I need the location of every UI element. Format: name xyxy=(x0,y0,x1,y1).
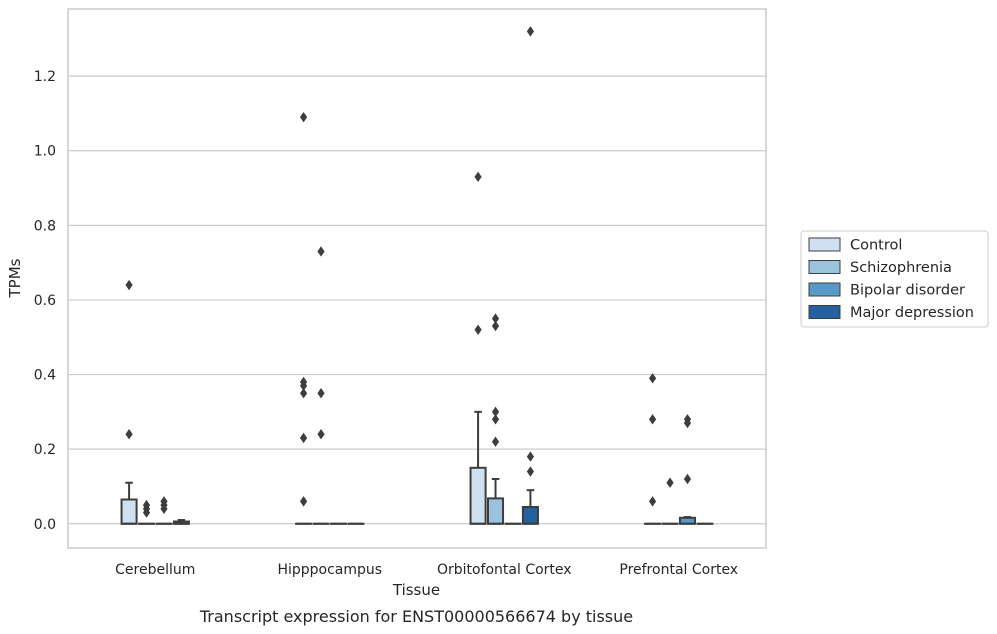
box-1-0 xyxy=(295,111,313,525)
outlier-point xyxy=(648,414,657,425)
legend-label: Control xyxy=(850,238,902,254)
box-rect xyxy=(120,498,138,525)
y-tick-label: 0.6 xyxy=(34,293,56,309)
y-tick-label: 0.2 xyxy=(34,442,56,458)
outlier-point xyxy=(142,499,151,511)
outlier-point xyxy=(526,26,535,37)
outlier-point xyxy=(125,279,133,291)
legend-swatch xyxy=(808,282,841,297)
x-axis-label: Tissue xyxy=(392,581,440,599)
outlier-point xyxy=(317,429,325,440)
box-3-2 xyxy=(678,414,697,525)
outlier-point xyxy=(683,473,692,485)
box-0-3 xyxy=(172,519,190,525)
outlier-point xyxy=(526,451,535,462)
plot-area xyxy=(120,26,714,525)
y-tick-label: 0.8 xyxy=(34,218,56,234)
box-0-2 xyxy=(155,496,173,525)
outlier-point xyxy=(474,324,482,335)
y-tick-label: 1.2 xyxy=(34,69,56,85)
box-2-1 xyxy=(487,313,505,525)
legend-item: Schizophrenia xyxy=(808,260,952,276)
outlier-point xyxy=(526,466,535,477)
plot-frame xyxy=(67,8,767,549)
box-2-0 xyxy=(469,171,487,525)
grid-lines xyxy=(68,75,766,525)
outlier-point xyxy=(125,429,133,440)
outlier-point xyxy=(299,376,308,388)
outlier-point xyxy=(317,388,325,399)
legend-swatch xyxy=(808,305,841,319)
legend-frame xyxy=(800,230,989,328)
outlier-point xyxy=(491,436,500,447)
x-tick-label: Cerebellum xyxy=(115,562,195,578)
legend-label: Schizophrenia xyxy=(850,260,952,276)
legend-label: Major depression xyxy=(850,305,974,321)
outlier-point xyxy=(160,496,168,507)
box-3-0 xyxy=(644,373,662,525)
legend-item: Major depression xyxy=(808,305,974,321)
outlier-point xyxy=(683,414,692,425)
legend-item: Control xyxy=(808,237,902,254)
outlier-point xyxy=(491,414,500,425)
y-tick-label: 0.4 xyxy=(34,368,56,384)
outlier-point xyxy=(491,320,500,332)
y-tick-label: 1.0 xyxy=(34,144,56,160)
y-axis-ticks: 0.0 0.2 0.4 0.6 0.8 1.0 1.2 xyxy=(34,69,56,533)
outlier-point xyxy=(317,246,325,257)
outlier-point xyxy=(648,496,657,507)
outlier-point xyxy=(491,313,500,324)
legend-swatch xyxy=(808,260,841,274)
box-2-3 xyxy=(521,26,539,525)
outlier-point xyxy=(299,111,308,123)
y-axis-label: TPMs xyxy=(6,258,24,298)
x-tick-label: Prefrontal Cortex xyxy=(619,562,738,578)
chart-caption: Transcript expression for ENST0000056667… xyxy=(199,607,633,626)
legend: Control Schizophrenia Bipolar disorder Majo… xyxy=(800,230,989,328)
outlier-point xyxy=(491,406,500,418)
box-0-0 xyxy=(120,279,138,525)
outlier-point xyxy=(648,373,657,384)
box-rect xyxy=(487,497,505,525)
x-axis-ticks: Cerebellum Hipppocampus Orbitofontal Corte… xyxy=(115,562,738,578)
box-0-1 xyxy=(138,499,156,525)
box-rect xyxy=(469,466,487,525)
outlier-point xyxy=(299,388,308,399)
box-1-1 xyxy=(312,246,330,525)
x-tick-label: Orbitofontal Cortex xyxy=(437,562,572,578)
legend-swatch xyxy=(808,237,841,252)
outlier-point xyxy=(299,432,308,444)
outlier-point xyxy=(474,171,482,183)
box-3-1 xyxy=(661,477,679,525)
outlier-point xyxy=(666,477,674,488)
y-tick-label: 0.0 xyxy=(34,517,56,533)
outlier-point xyxy=(299,496,308,507)
legend-item: Bipolar disorder xyxy=(808,282,965,299)
legend-label: Bipolar disorder xyxy=(850,283,965,299)
x-tick-label: Hipppocampus xyxy=(277,562,382,578)
box-rect xyxy=(521,505,539,525)
